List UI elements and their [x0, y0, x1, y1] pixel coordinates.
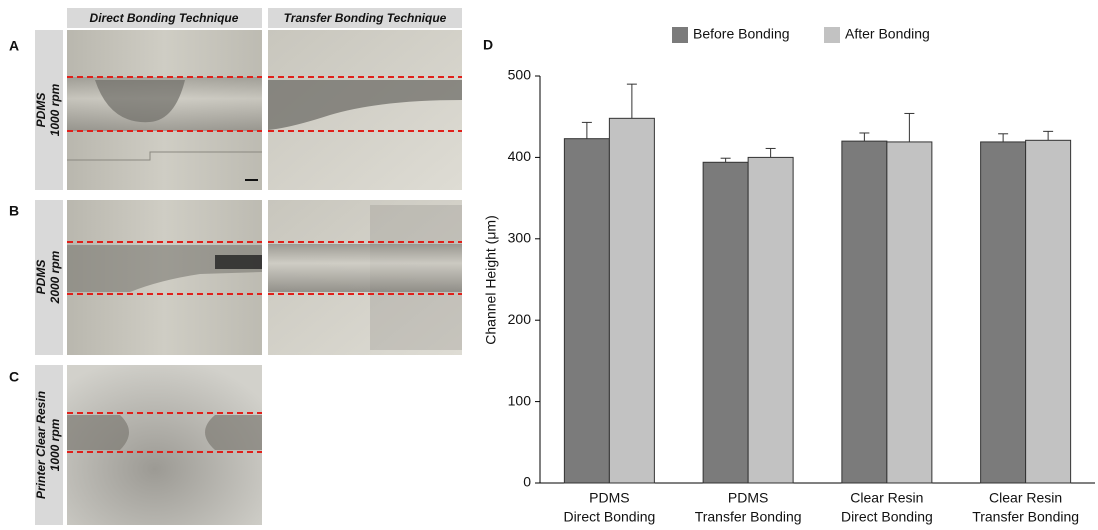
- y-tick-label: 0: [523, 474, 531, 490]
- bar: [1025, 139, 1072, 484]
- micrograph: [67, 200, 262, 355]
- y-axis-label: Channel Height (μm): [483, 215, 499, 344]
- micrograph: [67, 365, 262, 525]
- error-bar: [581, 121, 592, 139]
- row-label-bg: [35, 200, 63, 355]
- row-material: PDMS: [34, 260, 48, 295]
- legend-label: After Bonding: [845, 26, 930, 42]
- y-tick-label: 400: [508, 148, 532, 164]
- x-tick-label: PDMS: [589, 490, 629, 506]
- error-bar: [859, 132, 870, 142]
- error-bar: [1043, 130, 1054, 141]
- column-header: Direct Bonding Technique: [90, 11, 239, 25]
- bar: [702, 161, 749, 484]
- error-bar: [998, 133, 1009, 142]
- y-tick-label: 100: [508, 392, 532, 408]
- header-bg: [67, 8, 262, 28]
- bar: [841, 140, 888, 484]
- x-tick-label: Clear Resin: [850, 490, 923, 506]
- legend-swatch: [824, 27, 840, 43]
- x-tick-label: Direct Bonding: [841, 509, 933, 525]
- x-tick-label: Transfer Bonding: [695, 509, 802, 525]
- error-bar: [626, 83, 637, 119]
- legend-label: Before Bonding: [693, 26, 790, 42]
- row-speed: 1000 rpm: [48, 83, 62, 136]
- bar: [563, 138, 610, 484]
- panel-letter: D: [483, 37, 493, 53]
- error-bar: [720, 157, 731, 163]
- bar: [608, 117, 655, 484]
- micrograph: [268, 200, 462, 355]
- x-tick-label: PDMS: [728, 490, 768, 506]
- column-header: Transfer Bonding Technique: [284, 11, 447, 25]
- header-bg: [268, 8, 462, 28]
- error-bar: [765, 147, 776, 158]
- row-speed: 1000 rpm: [48, 418, 62, 471]
- bar: [980, 141, 1027, 484]
- row-material: Printer Clear Resin: [34, 391, 48, 499]
- panel-letter: B: [9, 203, 19, 219]
- x-tick-label: Direct Bonding: [563, 509, 655, 525]
- panel-letter: A: [9, 38, 19, 54]
- y-tick-label: 300: [508, 230, 532, 246]
- bar: [747, 156, 794, 484]
- y-tick-label: 500: [508, 67, 532, 83]
- row-label-bg: [35, 30, 63, 190]
- x-tick-label: Clear Resin: [989, 490, 1062, 506]
- error-bar: [904, 112, 915, 142]
- x-tick-label: Transfer Bonding: [972, 509, 1079, 525]
- bar: [886, 141, 933, 484]
- row-material: PDMS: [34, 93, 48, 128]
- legend-swatch: [672, 27, 688, 43]
- panel-letter: C: [9, 369, 19, 385]
- row-label-bg: [35, 365, 63, 525]
- micrograph: [67, 30, 262, 190]
- row-speed: 2000 rpm: [48, 250, 62, 304]
- micrograph: [268, 30, 462, 190]
- y-tick-label: 200: [508, 311, 532, 327]
